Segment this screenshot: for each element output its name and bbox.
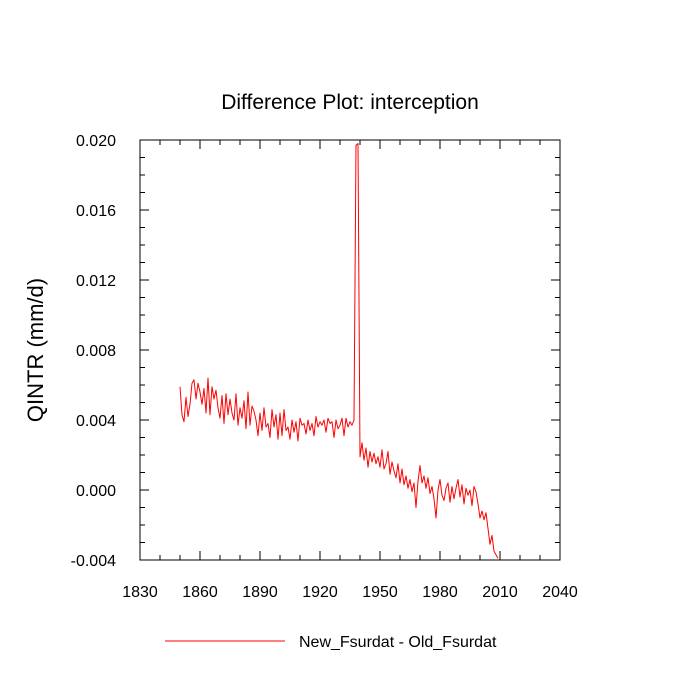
y-tick-label: 0.008	[76, 343, 116, 360]
x-tick-label: 1890	[242, 584, 278, 601]
y-tick-label: 0.004	[76, 413, 116, 430]
x-axis: 1830 1860 1890 1920 1950 1980 2010 2040	[122, 140, 578, 601]
legend-label: New_Fsurdat - Old_Fsurdat	[299, 634, 497, 651]
plot-frame	[139, 139, 561, 561]
x-tick-label: 1920	[302, 584, 338, 601]
y-tick-label: 0.000	[76, 483, 116, 500]
y-tick-label: 0.012	[76, 273, 116, 290]
x-tick-label: 1980	[422, 584, 458, 601]
series-line	[179, 143, 499, 559]
x-tick-label: 1830	[122, 584, 158, 601]
x-tick-label: 1860	[182, 584, 218, 601]
y-tick-label: 0.020	[76, 133, 116, 150]
chart-title: Difference Plot: interception	[221, 91, 479, 114]
legend: New_Fsurdat - Old_Fsurdat	[165, 634, 497, 651]
x-tick-label: 2010	[482, 584, 518, 601]
y-tick-label: -0.004	[71, 553, 116, 570]
y-tick-label: 0.016	[76, 203, 116, 220]
series-layer	[179, 143, 499, 559]
y-axis: -0.004 0.000 0.004 0.008 0.012 0.016 0.020	[71, 133, 560, 570]
x-tick-label: 2040	[542, 584, 578, 601]
y-axis-label: QINTR (mm/d)	[23, 278, 48, 422]
x-tick-label: 1950	[362, 584, 398, 601]
